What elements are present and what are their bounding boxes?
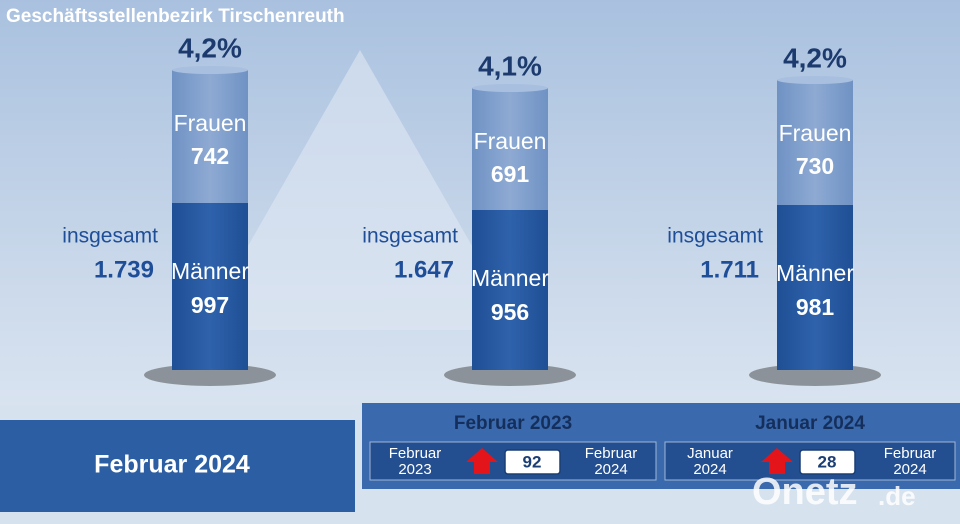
men-label: Männer <box>471 265 549 291</box>
column-men <box>777 205 853 370</box>
from-label: 2024 <box>693 461 726 478</box>
men-label: Männer <box>776 260 854 286</box>
women-label: Frauen <box>174 110 247 136</box>
rate: 4,1% <box>478 50 542 81</box>
men-value: 956 <box>491 299 529 325</box>
total-label: insgesamt <box>362 225 458 248</box>
to-label: 2024 <box>893 461 926 478</box>
watermark-name: Onetz <box>752 471 858 513</box>
to-label: Februar <box>884 445 937 462</box>
column-cap <box>777 76 853 84</box>
men-value: 997 <box>191 292 229 318</box>
current-label: Februar 2024 <box>94 451 250 479</box>
column-women <box>777 80 853 205</box>
watermark: Onetz .de <box>752 471 916 513</box>
up-arrow <box>466 448 498 474</box>
total-value: 1.647 <box>394 256 454 283</box>
rate: 4,2% <box>783 42 847 73</box>
to-label: 2024 <box>594 461 627 478</box>
column-women <box>172 70 248 203</box>
rate: 4,2% <box>178 32 242 63</box>
women-label: Frauen <box>779 120 852 146</box>
total-label: insgesamt <box>62 225 158 248</box>
from-label: Februar <box>389 445 442 462</box>
column-cap <box>472 84 548 92</box>
column-women <box>472 88 548 210</box>
watermark-suffix: .de <box>878 481 916 511</box>
women-value: 691 <box>491 161 530 187</box>
to-label: Februar <box>585 445 638 462</box>
up-arrow <box>761 448 793 474</box>
from-label: Januar <box>687 445 733 462</box>
women-value: 730 <box>796 153 834 179</box>
column-men <box>172 203 248 370</box>
women-label: Frauen <box>474 128 547 154</box>
column-cap <box>172 66 248 74</box>
column-men <box>472 210 548 370</box>
change-value: 92 <box>523 452 542 471</box>
total-value: 1.739 <box>94 256 154 283</box>
change-box <box>504 449 561 475</box>
total-label: insgesamt <box>667 225 763 248</box>
total-value: 1.711 <box>700 256 759 283</box>
title: Geschäftsstellenbezirk Tirschenreuth <box>6 6 345 27</box>
logo-shape <box>200 50 520 330</box>
men-label: Männer <box>171 258 249 284</box>
current-box <box>0 420 355 512</box>
from-label: 2023 <box>398 461 431 478</box>
comparison-title: Februar 2023 <box>454 413 572 434</box>
women-value: 742 <box>191 143 229 169</box>
change-box <box>799 449 856 475</box>
change-value: 28 <box>818 452 837 471</box>
men-value: 981 <box>796 294 835 320</box>
comparison-title: Januar 2024 <box>755 413 865 434</box>
